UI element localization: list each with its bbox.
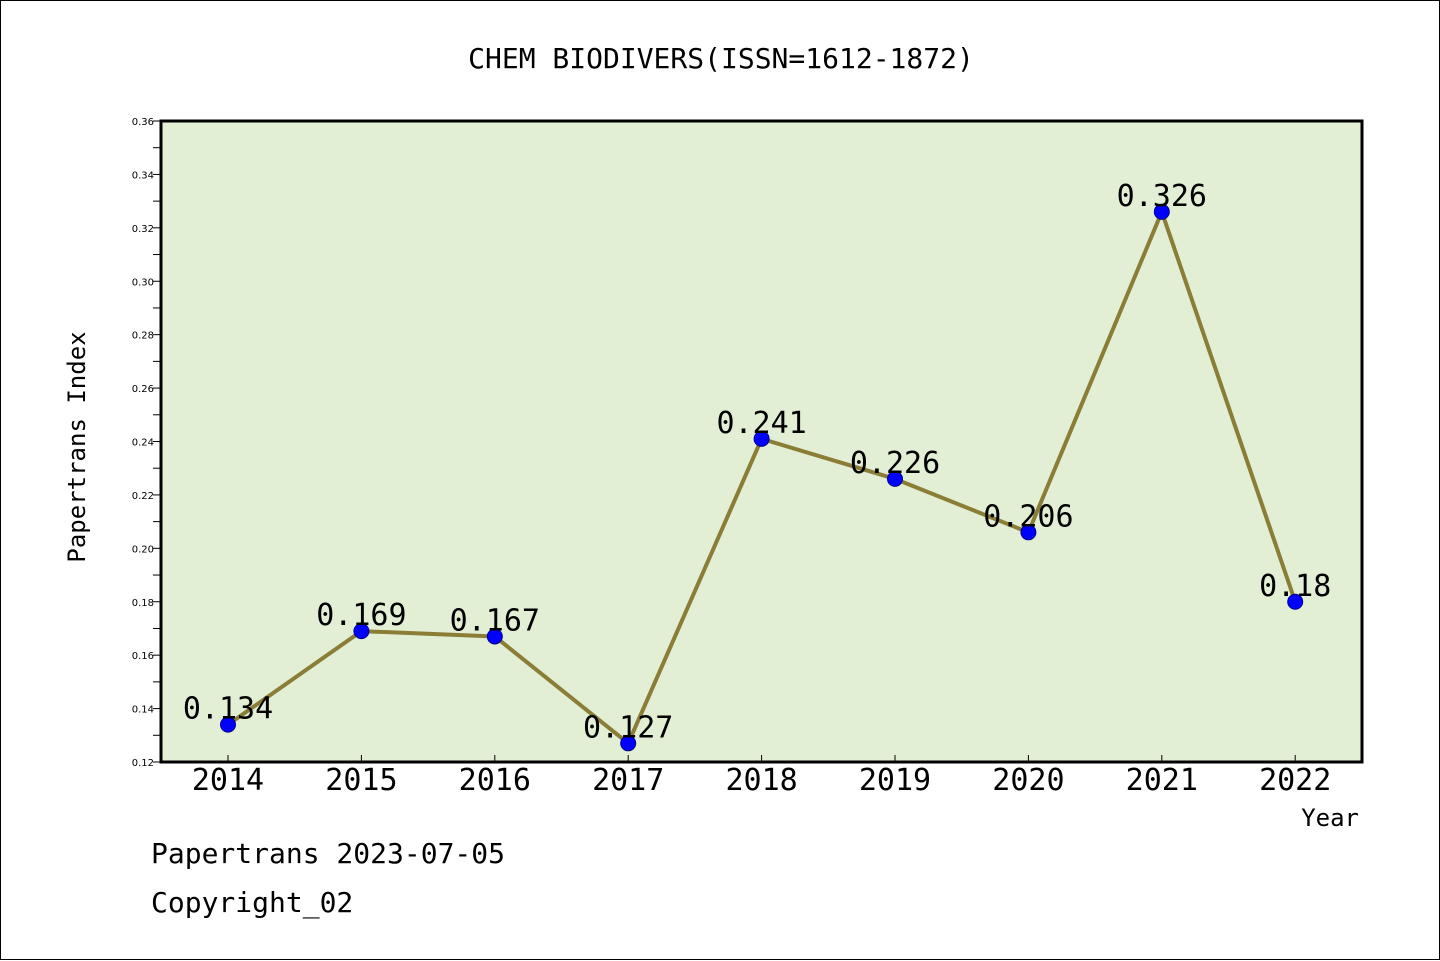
data-point: [1020, 524, 1037, 541]
data-points: [220, 203, 1304, 752]
data-point: [1153, 203, 1170, 220]
data-label: 0.167: [450, 603, 540, 638]
x-tick-label: 2020: [992, 763, 1064, 798]
data-label: 0.226: [850, 446, 940, 481]
y-tick-label: 0.36: [132, 117, 154, 128]
data-point: [753, 430, 770, 447]
y-tick-label: 0.16: [132, 651, 154, 662]
y-tick-label: 0.34: [132, 170, 154, 181]
data-label: 0.326: [1117, 179, 1207, 214]
x-tick-label: 2022: [1259, 763, 1331, 798]
data-point: [220, 716, 236, 733]
data-label: 0.169: [316, 598, 406, 633]
y-tick-label: 0.28: [132, 331, 154, 342]
y-tick-label: 0.22: [132, 491, 154, 502]
chart-title: CHEM BIODIVERS(ISSN=1612-1872): [468, 42, 974, 75]
y-tick-label: 0.30: [132, 277, 154, 288]
footer-copyright: Copyright_02: [151, 886, 354, 919]
x-tick-label: 2016: [459, 763, 531, 798]
x-tick-label: 2019: [859, 763, 931, 798]
data-point: [486, 628, 503, 645]
data-point: [1287, 593, 1304, 610]
y-tick-label: 0.26: [132, 384, 154, 395]
y-axis-label: Papertrans Index: [63, 331, 91, 562]
x-axis: 2014 2015 2016 2017 2018 2019 2020 2021 2022: [192, 755, 1331, 798]
y-axis: 0.12 0.14 0.16 0.18 0.20 0.22 0.24 0.26 0.28 0.30…: [132, 117, 161, 769]
y-tick-label: 0.14: [132, 705, 154, 716]
x-tick-label: 2017: [592, 763, 664, 798]
x-tick-label: 2021: [1126, 763, 1198, 798]
data-label: 0.206: [983, 499, 1073, 534]
y-tick-label: 0.12: [132, 758, 154, 769]
data-label: 0.127: [583, 710, 673, 745]
data-point: [620, 735, 637, 752]
y-tick-label: 0.32: [132, 224, 154, 235]
x-tick-label: 2014: [192, 763, 264, 798]
data-point: [887, 470, 903, 487]
y-tick-label: 0.20: [132, 544, 154, 555]
data-labels: 0.134 0.169 0.167 0.127 0.241 0.226 0.206 0.326…: [183, 179, 1331, 745]
data-point: [353, 623, 370, 640]
data-label: 0.241: [716, 406, 806, 441]
x-tick-label: 2018: [725, 763, 797, 798]
footer-date: Papertrans 2023-07-05: [151, 837, 506, 870]
plot-border: [159, 119, 1364, 764]
y-tick-label: 0.24: [132, 438, 154, 449]
y-tick-label: 0.18: [132, 598, 154, 609]
data-label: 0.18: [1259, 569, 1331, 604]
data-label: 0.134: [183, 692, 273, 727]
x-axis-label: Year: [1301, 804, 1359, 832]
x-tick-label: 2015: [325, 763, 397, 798]
